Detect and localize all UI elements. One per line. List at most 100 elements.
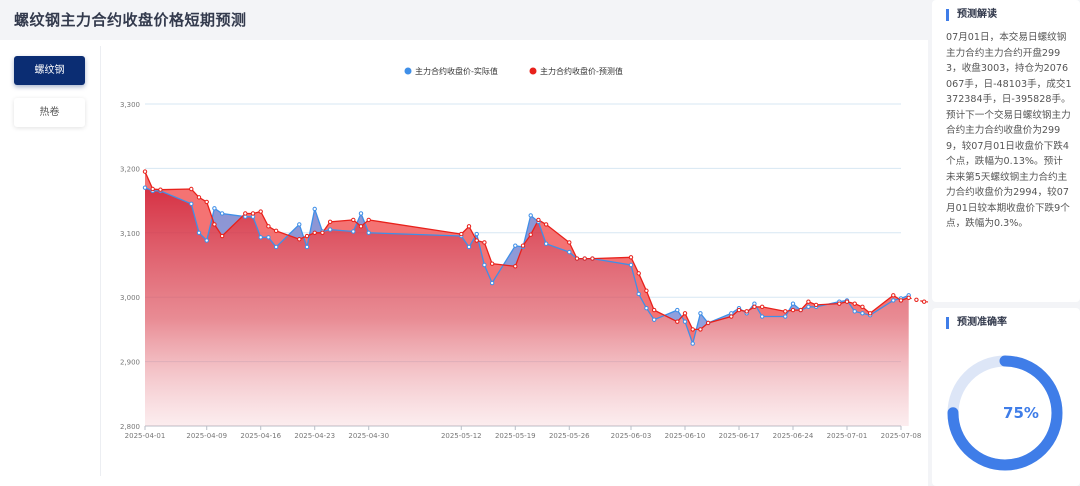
chart-legend: 主力合约收盘价-实际值 主力合约收盘价-预测值 [404, 66, 623, 76]
actual-point [474, 231, 479, 237]
predicted-point [158, 187, 163, 192]
actual-point [266, 235, 271, 240]
y-tick-label: 3,300 [120, 101, 140, 109]
predicted-point [837, 301, 842, 306]
actual-point [482, 262, 487, 268]
x-tick-label: 2025-06-10 [665, 432, 706, 440]
predicted-point [798, 307, 803, 313]
actual-point [675, 307, 680, 313]
predicted-point [543, 222, 549, 227]
x-tick-label: 2025-05-19 [495, 432, 536, 440]
predicted-point [921, 299, 927, 304]
legend-actual-label: 主力合约收盘价-实际值 [415, 66, 498, 76]
actual-point [644, 305, 649, 311]
actual-point [189, 201, 194, 207]
actual-point [212, 206, 217, 211]
gauge-progress [947, 355, 1063, 471]
predicted-point [806, 299, 811, 304]
predicted-point [628, 255, 634, 260]
tab-hot-coil[interactable]: 热卷 [14, 98, 85, 127]
actual-point [196, 230, 202, 236]
predicted-point [891, 293, 896, 298]
actual-point [682, 319, 688, 324]
predicted-point [651, 307, 657, 313]
actual-point [628, 262, 634, 268]
x-tick-label: 2025-06-03 [611, 432, 652, 440]
actual-point [304, 244, 310, 250]
predicted-point [513, 264, 518, 269]
predicted-point [844, 299, 850, 304]
predicted-point [567, 240, 572, 245]
predicted-point [698, 327, 703, 332]
x-tick-label: 2025-04-16 [240, 432, 281, 440]
predicted-point [744, 309, 749, 314]
y-tick-label: 2,800 [120, 423, 140, 431]
x-tick-label: 2025-06-24 [773, 432, 814, 440]
y-tick-label: 3,100 [120, 230, 140, 238]
actual-point [567, 249, 572, 255]
predicted-point [914, 297, 919, 302]
predicted-point [142, 169, 148, 174]
accuracy-title: 预测准确率 [946, 317, 1007, 329]
accuracy-value: 75% [1003, 404, 1039, 422]
x-tick-label: 2025-05-26 [549, 432, 590, 440]
accuracy-card: 预测准确率 75% [932, 308, 1080, 486]
predicted-point [705, 320, 711, 326]
predicted-point [729, 314, 734, 319]
predicted-point [636, 271, 641, 276]
actual-point [358, 211, 364, 216]
actual-point [651, 317, 657, 322]
predicted-point [320, 230, 325, 236]
predicted-point [752, 304, 757, 310]
predicted-point [219, 233, 225, 239]
actual-point [327, 227, 333, 232]
product-tabs: 螺纹钢 热卷 [14, 56, 86, 140]
predicted-point [860, 304, 865, 310]
actual-area-fill [145, 187, 909, 426]
actual-point [806, 304, 811, 310]
actual-point [636, 291, 641, 297]
actual-point [297, 222, 302, 227]
actual-point [219, 211, 225, 216]
actual-point [273, 244, 279, 250]
actual-point [489, 280, 495, 286]
predicted-point [736, 307, 742, 313]
analysis-title: 预测解读 [946, 9, 997, 21]
predicted-point [520, 243, 526, 248]
x-tick-label: 2025-07-08 [881, 432, 922, 440]
x-tick-label: 2025-04-09 [186, 432, 227, 440]
predicted-point [867, 311, 873, 316]
x-tick-label: 2025-05-12 [441, 432, 482, 440]
predicted-point [351, 217, 356, 223]
predicted-point [250, 211, 256, 216]
legend-predicted-dot [529, 67, 537, 75]
predicted-point [644, 288, 649, 293]
predicted-point [813, 302, 819, 308]
predicted-point [474, 238, 479, 243]
predicted-point [366, 217, 371, 223]
actual-point [860, 311, 865, 316]
actual-point [366, 230, 371, 236]
actual-point [351, 229, 356, 234]
actual-point [759, 314, 765, 319]
tab-rebar[interactable]: 螺纹钢 [14, 56, 85, 85]
actual-point [142, 185, 148, 190]
predicted-point [304, 233, 310, 239]
predicted-point [690, 327, 695, 332]
predicted-point [675, 319, 680, 324]
actual-point [698, 311, 703, 316]
x-tick-label: 2025-04-23 [294, 432, 335, 440]
actual-point [258, 235, 263, 240]
predicted-point [790, 307, 796, 313]
predicted-point [189, 186, 194, 192]
actual-point [513, 243, 518, 248]
predicted-point [258, 209, 263, 214]
y-tick-label: 3,000 [120, 294, 140, 302]
actual-point [528, 213, 533, 218]
predicted-point [273, 228, 279, 234]
predicted-point [759, 304, 765, 310]
predicted-point [574, 256, 580, 261]
legend-predicted-label: 主力合约收盘价-预测值 [540, 66, 623, 76]
predicted-point [212, 222, 217, 227]
analysis-text: 07月01日，本交易日螺纹钢主力合约主力合约开盘2993，收盘3003，持仓为2… [946, 32, 1072, 229]
